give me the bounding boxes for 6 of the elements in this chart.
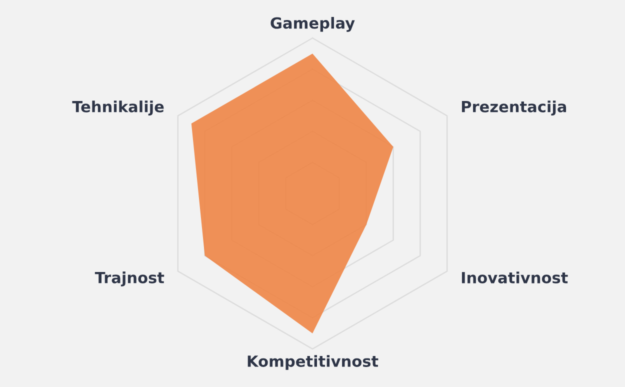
spoke-label: Inovativnost xyxy=(462,272,568,284)
spoke-label: Tehnikalije xyxy=(72,100,164,116)
spoke-label: Prezentacija xyxy=(462,100,566,116)
spoke-label: Kompetitivnost xyxy=(248,355,378,370)
spoke-label: Gameplay xyxy=(270,16,355,32)
spoke-label: Trajnost xyxy=(94,272,164,286)
